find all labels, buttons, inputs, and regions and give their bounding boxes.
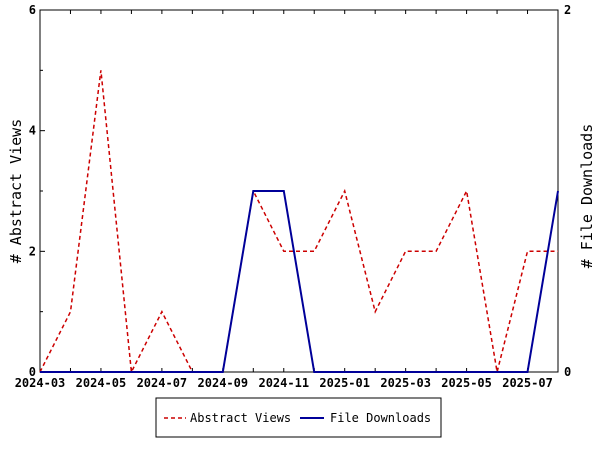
x-axis: 2024-03 2024-05 2024-07 2024-09 2024-11 2025-… bbox=[15, 10, 559, 390]
y-axis-right: 02 bbox=[553, 3, 571, 379]
legend-label-file-downloads: File Downloads bbox=[330, 411, 431, 425]
y-right-tick-label: 0 bbox=[564, 365, 571, 379]
series-layer bbox=[39, 70, 559, 375]
y-axis-left-title: # Abstract Views bbox=[7, 119, 25, 264]
y-right-tick-label: 2 bbox=[564, 3, 571, 17]
y-axis-left: 0 2 4 6 bbox=[29, 3, 45, 379]
series-line-file-downloads bbox=[40, 190, 559, 373]
x-tick-label: 2024-07 bbox=[137, 376, 188, 390]
x-tick-label: 2025-05 bbox=[441, 376, 492, 390]
x-tick-label: 2024-09 bbox=[198, 376, 249, 390]
y-left-tick-label: 4 bbox=[29, 124, 36, 138]
x-tick-label: 2024-03 bbox=[15, 376, 66, 390]
legend-label-abstract-views: Abstract Views bbox=[190, 411, 291, 425]
y-axis-right-title: # File Downloads bbox=[578, 124, 596, 269]
series-line-abstract-views bbox=[39, 70, 558, 375]
y-left-tick-label: 6 bbox=[29, 3, 36, 17]
legend: Abstract Views File Downloads bbox=[155, 397, 442, 438]
x-tick-label: 2025-03 bbox=[380, 376, 431, 390]
x-tick-label: 2025-07 bbox=[502, 376, 553, 390]
y-left-tick-label: 0 bbox=[29, 365, 36, 379]
x-tick-label: 2024-11 bbox=[258, 376, 309, 390]
x-tick-label: 2025-01 bbox=[319, 376, 370, 390]
plot-frame bbox=[39, 9, 559, 373]
x-tick-label: 2024-05 bbox=[76, 376, 127, 390]
legend-box bbox=[155, 397, 442, 438]
y-left-tick-label: 2 bbox=[29, 244, 36, 258]
